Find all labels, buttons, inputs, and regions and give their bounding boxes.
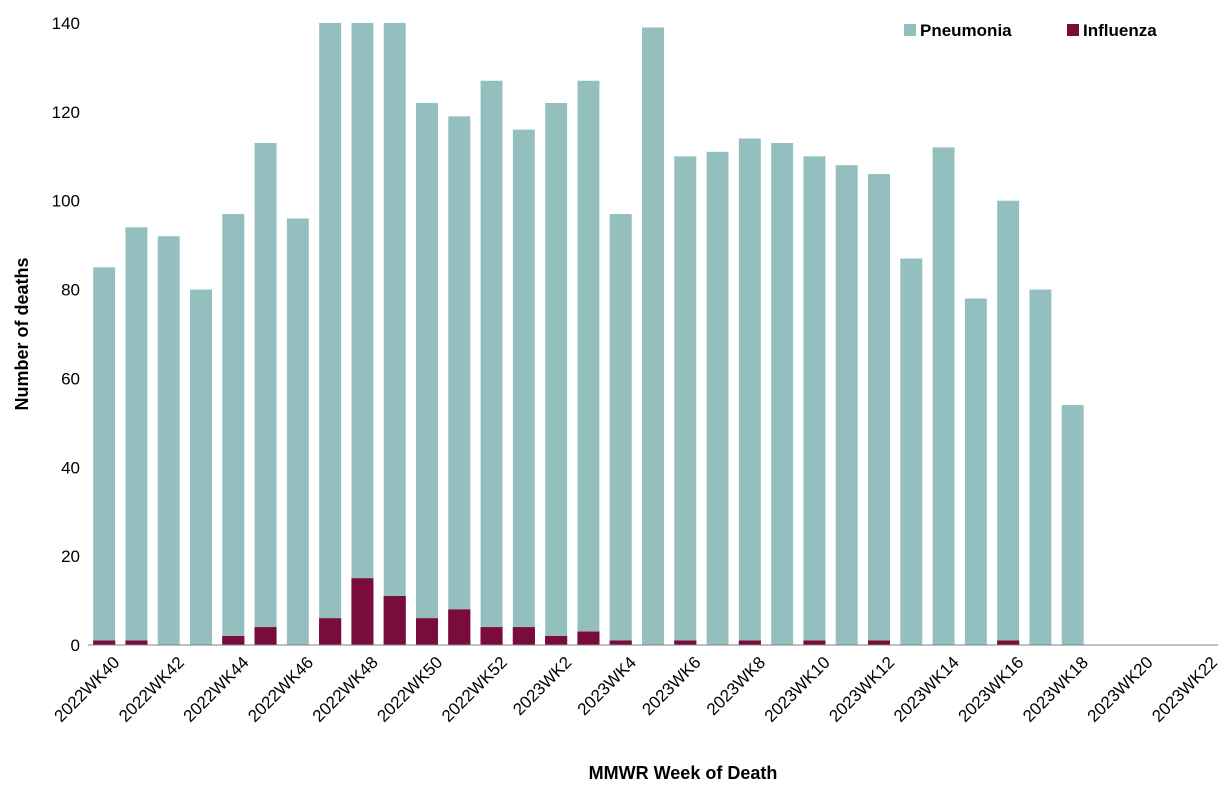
y-axis-title: Number of deaths [12, 257, 32, 410]
bar-pneumonia-2023wk10 [803, 156, 826, 646]
bar-pneumonia-2023wk15 [964, 298, 987, 645]
bar-influenza-base-2022wk45 [254, 627, 277, 645]
bar-pneumonia-2023wk1 [512, 129, 535, 645]
bar-pneumonia-2023wk8 [738, 138, 761, 645]
legend-label-pneumonia: Pneumonia [920, 21, 1012, 40]
x-tick-label: 2023WK6 [638, 653, 704, 719]
x-tick-label: 2022WK42 [115, 653, 188, 726]
bar-pneumonia-2023wk6 [674, 156, 697, 646]
bar-influenza-base-2022wk41 [125, 640, 148, 645]
bar-influenza-base-2022wk51 [448, 609, 471, 645]
bars-group [93, 23, 1084, 646]
bar-influenza-base-2022wk48 [351, 578, 374, 645]
bar-influenza-base-2022wk47 [319, 618, 342, 645]
x-tick-label: 2022WK40 [51, 653, 124, 726]
x-tick-label: 2023WK8 [703, 653, 769, 719]
bar-influenza-base-2022wk44 [222, 636, 245, 645]
y-tick-label: 0 [71, 636, 80, 655]
x-tick-label: 2023WK4 [574, 653, 640, 719]
bar-pneumonia-2022wk49 [383, 23, 406, 645]
legend-label-influenza: Influenza [1083, 21, 1157, 40]
bar-influenza-base-2023wk10 [803, 640, 826, 645]
x-axis-ticks: 2022WK402022WK422022WK442022WK462022WK48… [51, 653, 1222, 726]
bar-influenza-base-2023wk2 [545, 636, 568, 645]
x-tick-label: 2022WK52 [438, 653, 511, 726]
legend-swatch-pneumonia [904, 24, 916, 36]
bar-pneumonia-2022wk50 [416, 102, 438, 646]
x-tick-label: 2023WK20 [1084, 653, 1157, 726]
bar-pneumonia-2022wk48 [351, 23, 374, 645]
x-tick-label: 2023WK16 [955, 653, 1028, 726]
bar-pneumonia-2022wk45 [254, 142, 277, 645]
y-tick-label: 20 [61, 547, 80, 566]
x-tick-label: 2022WK46 [244, 653, 317, 726]
legend: Pneumonia Influenza [904, 21, 1157, 40]
bar-pneumonia-2023wk18 [1061, 405, 1084, 645]
bar-pneumonia-2023wk17 [1029, 289, 1052, 645]
x-tick-label: 2023WK10 [761, 653, 834, 726]
bar-pneumonia-2023wk16 [997, 200, 1020, 645]
y-axis-ticks: 0 20 40 60 80 100 120 140 [52, 14, 80, 655]
y-tick-label: 100 [52, 192, 80, 211]
legend-swatch-influenza [1067, 24, 1079, 36]
bar-influenza-base-2023wk8 [738, 640, 761, 645]
bar-pneumonia-2023wk9 [771, 142, 794, 645]
bar-pneumonia-2022wk42 [157, 236, 180, 645]
bar-pneumonia-2023wk4 [609, 214, 632, 646]
bar-influenza-base-2023wk16 [997, 640, 1020, 645]
x-tick-label: 2023WK12 [825, 653, 898, 726]
x-tick-label: 2022WK48 [309, 653, 382, 726]
bar-pneumonia-2022wk43 [190, 289, 212, 645]
x-tick-label: 2023WK22 [1148, 653, 1221, 726]
bar-pneumonia-2023wk14 [932, 147, 955, 645]
bar-pneumonia-2023wk2 [545, 102, 568, 646]
y-tick-label: 60 [61, 369, 80, 388]
x-tick-label: 2022WK50 [373, 653, 446, 726]
y-tick-label: 80 [61, 281, 80, 300]
bar-pneumonia-2023wk5 [642, 27, 664, 645]
bar-influenza-base-2023wk12 [868, 640, 890, 645]
y-tick-label: 40 [61, 458, 80, 477]
bar-influenza-base-2022wk50 [416, 618, 438, 645]
bar-pneumonia-2022wk47 [319, 23, 342, 645]
bar-influenza-base-2023wk1 [512, 627, 535, 645]
x-tick-label: 2022WK44 [180, 653, 253, 726]
x-tick-label: 2023WK2 [509, 653, 575, 719]
bar-pneumonia-2022wk40 [93, 267, 116, 645]
x-tick-label: 2023WK14 [890, 653, 963, 726]
bar-pneumonia-2023wk3 [577, 80, 600, 645]
bar-pneumonia-2022wk51 [448, 116, 471, 646]
y-tick-label: 120 [52, 103, 80, 122]
bar-influenza-base-2023wk4 [609, 640, 632, 645]
x-tick-label: 2023WK18 [1019, 653, 1092, 726]
bar-influenza-base-2023wk6 [674, 640, 697, 645]
bar-pneumonia-2022wk46 [286, 218, 309, 646]
bar-pneumonia-2023wk11 [835, 165, 858, 646]
bar-influenza-base-2022wk52 [480, 627, 503, 645]
x-axis-title: MMWR Week of Death [589, 763, 778, 783]
bar-influenza-base-2022wk40 [93, 640, 116, 645]
bar-influenza-base-2022wk49 [383, 596, 406, 645]
bar-pneumonia-2023wk7 [706, 151, 729, 645]
y-tick-label: 140 [52, 14, 80, 33]
bar-pneumonia-2023wk13 [900, 258, 923, 645]
bar-pneumonia-2022wk44 [222, 214, 245, 646]
bar-pneumonia-2022wk41 [125, 227, 148, 645]
bar-influenza-base-2023wk3 [577, 631, 600, 645]
bar-pneumonia-2022wk52 [480, 80, 503, 645]
bar-pneumonia-2023wk12 [868, 174, 890, 645]
